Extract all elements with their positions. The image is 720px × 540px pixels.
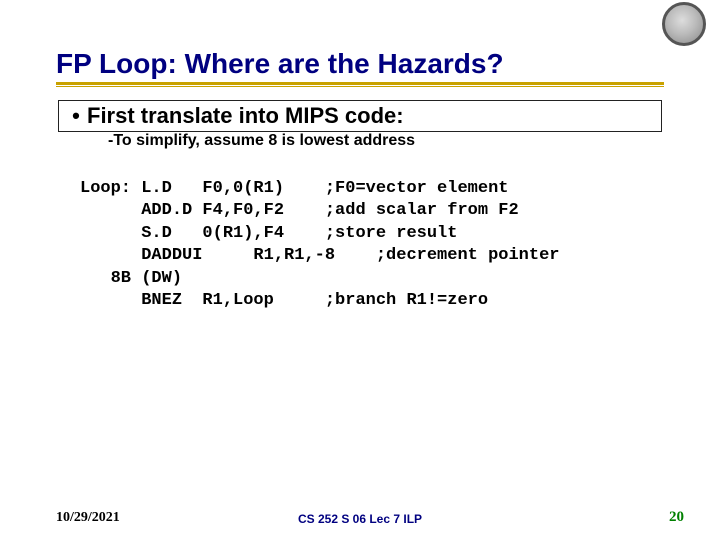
logo-seal bbox=[662, 2, 706, 46]
title-underline bbox=[56, 82, 664, 88]
footer-date: 10/29/2021 bbox=[56, 510, 120, 526]
bullet-text: First translate into MIPS code: bbox=[87, 103, 404, 129]
sub-bullet: -To simplify, assume 8 is lowest address bbox=[108, 132, 415, 150]
footer-center: CS 252 S 06 Lec 7 ILP bbox=[298, 512, 422, 526]
sub-bullet-text: To simplify, assume 8 is lowest address bbox=[113, 132, 415, 149]
bullet-item: • First translate into MIPS code: bbox=[65, 103, 655, 129]
bullet-marker: • bbox=[65, 103, 87, 129]
bullet-box: • First translate into MIPS code: bbox=[58, 100, 662, 132]
slide-title: FP Loop: Where are the Hazards? bbox=[56, 48, 664, 82]
title-block: FP Loop: Where are the Hazards? bbox=[56, 48, 664, 88]
footer-page-number: 20 bbox=[669, 509, 684, 526]
code-block: Loop: L.D F0,0(R1) ;F0=vector element AD… bbox=[80, 178, 559, 313]
